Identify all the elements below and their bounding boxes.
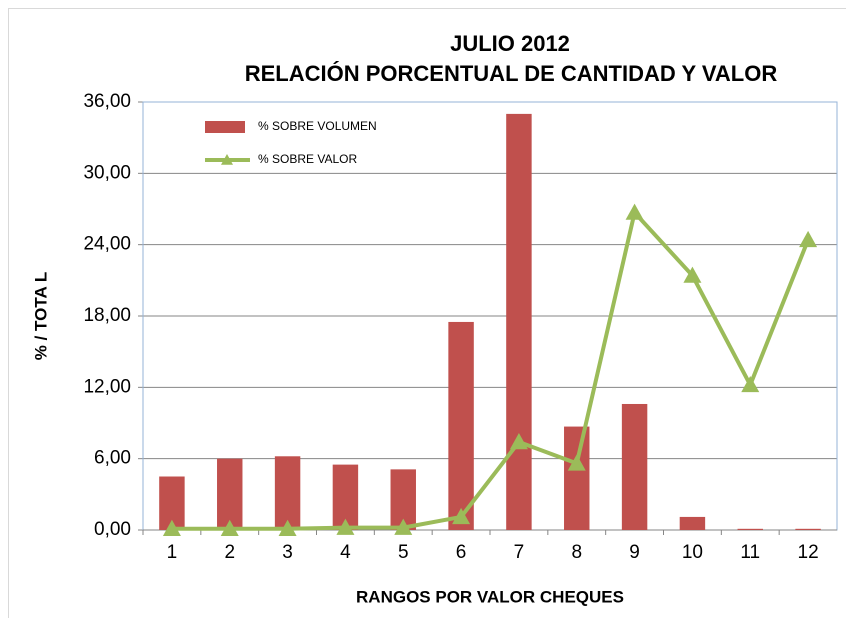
bar bbox=[564, 426, 590, 530]
y-tick-label: 12,00 bbox=[83, 376, 131, 397]
bar bbox=[448, 321, 474, 530]
y-tick-label: 0,00 bbox=[94, 519, 131, 540]
bar bbox=[621, 403, 648, 530]
line-marker bbox=[162, 519, 181, 537]
legend-marker bbox=[221, 154, 233, 165]
x-tick-label: 10 bbox=[682, 542, 703, 563]
x-tick-label: 1 bbox=[167, 542, 178, 563]
line-marker bbox=[336, 518, 355, 535]
line-marker bbox=[567, 454, 586, 471]
bar bbox=[795, 528, 821, 530]
bar bbox=[506, 113, 532, 530]
line-marker bbox=[278, 519, 297, 537]
legend-label: % SOBRE VALOR bbox=[258, 152, 357, 166]
chart-frame bbox=[8, 8, 846, 618]
x-tick-label: 5 bbox=[398, 542, 409, 563]
line-marker bbox=[509, 433, 528, 450]
y-tick-label: 24,00 bbox=[83, 234, 131, 255]
chart-title: JULIO 2012 bbox=[450, 31, 570, 56]
line-marker bbox=[741, 375, 760, 393]
x-tick-label: 6 bbox=[456, 542, 467, 563]
bar bbox=[217, 458, 243, 530]
chart-subtitle: RELACIÓN PORCENTUAL DE CANTIDAD Y VALOR bbox=[245, 61, 778, 86]
bar bbox=[737, 528, 763, 530]
x-axis-title: RANGOS POR VALOR CHEQUES bbox=[356, 587, 624, 606]
line-marker bbox=[799, 230, 818, 248]
x-tick-label: 2 bbox=[224, 542, 235, 563]
x-tick-label: 3 bbox=[282, 542, 293, 563]
x-tick-label: 11 bbox=[740, 542, 760, 563]
x-tick-label: 7 bbox=[514, 542, 525, 563]
line-marker bbox=[394, 518, 413, 535]
bar bbox=[679, 516, 706, 530]
y-tick-label: 6,00 bbox=[94, 448, 131, 469]
y-axis-title: % / TOTA L bbox=[31, 272, 50, 360]
x-tick-label: 12 bbox=[798, 542, 819, 563]
line-marker bbox=[220, 519, 239, 537]
line-marker bbox=[625, 203, 644, 220]
line bbox=[171, 210, 810, 531]
y-tick-label: 18,00 bbox=[83, 305, 131, 326]
line-marker bbox=[683, 266, 702, 283]
x-tick-label: 8 bbox=[571, 542, 582, 563]
line-marker bbox=[452, 507, 471, 525]
y-tick-label: 36,00 bbox=[83, 91, 131, 112]
y-tick-label: 30,00 bbox=[83, 162, 131, 183]
x-tick-label: 4 bbox=[340, 542, 351, 563]
legend-swatch bbox=[205, 121, 245, 133]
legend-label: % SOBRE VOLUMEN bbox=[258, 119, 377, 133]
x-tick-label: 9 bbox=[629, 542, 640, 563]
bar bbox=[274, 456, 301, 530]
